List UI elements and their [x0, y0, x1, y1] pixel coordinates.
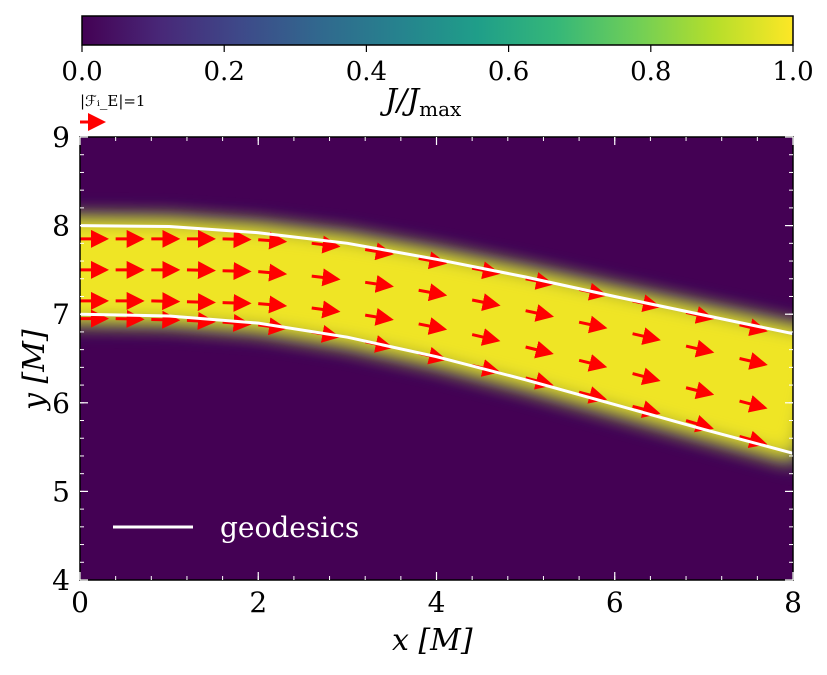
field-arrow — [525, 340, 554, 359]
field-arrow — [222, 262, 252, 281]
colorbar-tick-label: 0.6 — [488, 57, 529, 87]
y-tick-label: 8 — [52, 210, 70, 243]
field-arrow — [578, 354, 608, 372]
field-arrow — [525, 304, 554, 322]
x-tick-label: 6 — [606, 586, 624, 619]
field-arrow — [632, 367, 661, 386]
colorbar-label: J/Jmax — [379, 83, 462, 121]
field-arrow — [471, 261, 501, 280]
y-axis-label: y [M] — [17, 329, 52, 412]
colorbar-bar — [81, 15, 794, 46]
colorbar-ticks: 0.0 0.2 0.4 0.6 0.8 1.0 — [61, 45, 814, 87]
x-tick-label: 2 — [249, 586, 267, 619]
colorbar-tick-label: 0.8 — [630, 57, 671, 87]
arrow-key: |ℱᵢ_E|=1 — [80, 92, 145, 131]
colorbar-tick-label: 0.4 — [346, 57, 387, 87]
field-arrow — [578, 386, 608, 404]
field-arrow — [418, 251, 448, 270]
field-arrow — [186, 293, 216, 312]
field-arrow — [222, 230, 252, 249]
field-arrow — [792, 451, 793, 454]
y-tick-label: 5 — [52, 475, 70, 508]
field-arrow — [222, 293, 252, 312]
field-arrow — [186, 311, 216, 330]
x-tick-label: 4 — [428, 586, 446, 619]
colorbar: 0.0 0.2 0.4 0.6 0.8 1.0 J/Jmax — [61, 15, 814, 121]
field-arrow — [115, 309, 145, 328]
y-tick-label: 9 — [52, 121, 70, 154]
field-arrow — [685, 339, 715, 358]
field-arrow — [258, 231, 288, 250]
field-arrow — [739, 395, 768, 413]
field-arrow — [311, 268, 341, 287]
arrow-key-label: |ℱᵢ_E|=1 — [80, 92, 145, 110]
field-arrow — [364, 308, 394, 326]
field-arrow — [792, 415, 793, 417]
field-arrow — [418, 317, 448, 335]
field-arrow — [739, 352, 768, 370]
field-arrow — [471, 293, 501, 311]
field-arrow — [525, 372, 554, 390]
geodesic-lower — [80, 312, 793, 455]
field-arrow — [364, 242, 394, 261]
field-arrow — [739, 318, 768, 337]
geodesic-upper — [80, 224, 793, 336]
x-axis-label: x [M] — [392, 623, 473, 658]
colorbar-tick-label: 0.2 — [204, 57, 245, 87]
field-arrow — [258, 263, 288, 282]
field-arrow — [186, 261, 216, 280]
field-arrow — [471, 328, 501, 346]
field-arrow — [685, 381, 715, 400]
field-arrow — [685, 415, 714, 433]
x-tick-label: 8 — [784, 586, 802, 619]
colorbar-tick-label: 0.0 — [61, 57, 102, 87]
legend-geodesics-label: geodesics — [220, 511, 359, 544]
field-arrow — [739, 430, 768, 449]
field-arrow — [311, 300, 341, 319]
field-arrow — [792, 370, 793, 373]
field-arrow — [632, 327, 661, 345]
colorbar-tick-label: 1.0 — [772, 57, 813, 87]
field-arrow — [222, 314, 252, 332]
y-tick-label: 4 — [52, 564, 70, 597]
field-arrow — [151, 310, 181, 329]
field-arrow — [151, 292, 181, 311]
field-arrow — [258, 295, 288, 314]
band-core — [80, 221, 793, 458]
y-tick-label: 7 — [52, 298, 70, 331]
plot-area: 0 2 4 6 8 4 5 6 7 8 9 geodesics — [52, 121, 802, 619]
x-tick-label: 0 — [71, 586, 89, 619]
field-arrow — [632, 400, 661, 418]
legend: geodesics — [113, 511, 359, 544]
field-arrow — [792, 337, 793, 339]
y-tick-label: 6 — [52, 387, 70, 420]
field-arrow — [578, 315, 608, 334]
field-arrow — [418, 283, 448, 302]
axis-ticks: 0 2 4 6 8 4 5 6 7 8 9 — [52, 121, 802, 619]
field-arrow — [364, 275, 394, 293]
field-arrow — [311, 235, 341, 254]
